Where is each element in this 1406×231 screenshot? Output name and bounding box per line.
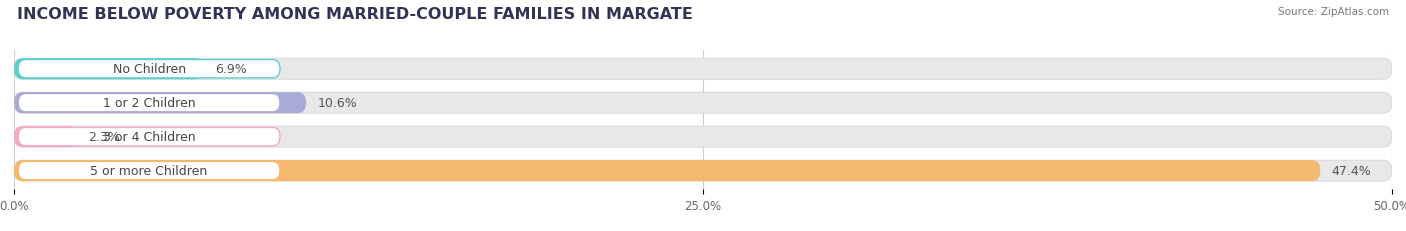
FancyBboxPatch shape — [14, 127, 1392, 148]
Text: No Children: No Children — [112, 63, 186, 76]
FancyBboxPatch shape — [14, 59, 204, 80]
FancyBboxPatch shape — [14, 93, 307, 114]
Text: 1 or 2 Children: 1 or 2 Children — [103, 97, 195, 110]
Text: 6.9%: 6.9% — [215, 63, 247, 76]
FancyBboxPatch shape — [14, 59, 1392, 80]
FancyBboxPatch shape — [14, 127, 77, 148]
Text: 10.6%: 10.6% — [318, 97, 357, 110]
FancyBboxPatch shape — [18, 128, 280, 146]
FancyBboxPatch shape — [14, 160, 1320, 181]
Text: 2.3%: 2.3% — [89, 131, 121, 143]
Text: Source: ZipAtlas.com: Source: ZipAtlas.com — [1278, 7, 1389, 17]
Text: 47.4%: 47.4% — [1331, 164, 1371, 177]
FancyBboxPatch shape — [18, 60, 280, 79]
FancyBboxPatch shape — [18, 162, 280, 180]
FancyBboxPatch shape — [14, 160, 1392, 181]
Text: INCOME BELOW POVERTY AMONG MARRIED-COUPLE FAMILIES IN MARGATE: INCOME BELOW POVERTY AMONG MARRIED-COUPL… — [17, 7, 693, 22]
FancyBboxPatch shape — [14, 93, 1392, 114]
FancyBboxPatch shape — [18, 94, 280, 112]
Text: 3 or 4 Children: 3 or 4 Children — [103, 131, 195, 143]
Text: 5 or more Children: 5 or more Children — [90, 164, 208, 177]
